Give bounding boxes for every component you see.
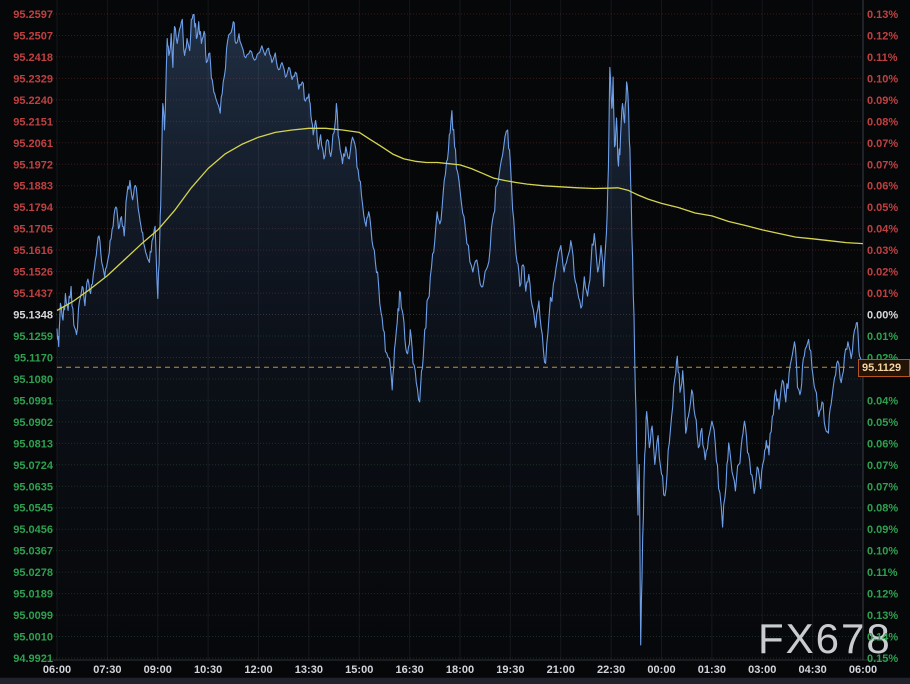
time-axis-label: 00:00 — [647, 664, 675, 676]
right-axis-label: 0.10% — [867, 546, 898, 558]
time-axis-label: 07:30 — [93, 664, 121, 676]
right-axis-label: 0.14% — [867, 632, 898, 644]
time-axis-label: 04:30 — [799, 664, 827, 676]
right-axis-label: 0.07% — [867, 138, 898, 150]
right-axis-label: 0.05% — [867, 417, 898, 429]
left-axis-label: 95.1705 — [13, 224, 53, 236]
left-axis-label: 94.9921 — [13, 653, 53, 665]
left-axis-label: 95.1080 — [13, 374, 53, 386]
price-area-fill — [57, 14, 863, 660]
bottom-bar — [0, 677, 910, 684]
time-axis-label: 16:30 — [396, 664, 424, 676]
left-axis-label: 95.0099 — [13, 610, 53, 622]
left-axis-label: 95.2418 — [13, 52, 53, 64]
right-axis-label: 0.13% — [867, 610, 898, 622]
time-axis: 06:00 07:30 09:00 10:30 12:00 13:30 15:00 16:30… — [43, 664, 877, 676]
right-axis-label: 0.00% — [867, 310, 898, 322]
left-axis-label: 95.1348 — [13, 310, 53, 322]
left-axis-label: 95.2329 — [13, 73, 53, 85]
time-axis-label: 19:30 — [496, 664, 524, 676]
moving-average-line — [56, 127, 864, 312]
watermark: FX678 — [758, 615, 892, 662]
right-axis-label: 0.09% — [867, 524, 898, 536]
right-axis-label: 0.07% — [867, 460, 898, 472]
right-axis-label: 0.01% — [867, 288, 898, 300]
left-axis-label: 95.2151 — [13, 116, 53, 128]
right-axis-label: 0.06% — [867, 438, 898, 450]
time-axis-label: 12:00 — [244, 664, 272, 676]
left-axis-label: 95.0635 — [13, 481, 53, 493]
right-axis-label: 0.12% — [867, 589, 898, 601]
left-axis-label: 95.1437 — [13, 288, 53, 300]
right-axis-label: 0.13% — [867, 9, 898, 21]
left-axis-label: 95.1883 — [13, 181, 53, 193]
left-axis: 95.2597 95.2507 95.2418 95.2329 95.2240 95.21… — [13, 9, 54, 665]
right-axis-label: 0.08% — [867, 503, 898, 515]
left-axis-label: 95.0367 — [13, 546, 53, 558]
left-axis-label: 95.0189 — [13, 589, 53, 601]
time-axis-label: 15:00 — [345, 664, 373, 676]
right-axis-label: 0.04% — [867, 395, 898, 407]
right-axis: 0.13% 0.12% 0.11% 0.10% 0.09% 0.08% 0.07% 0.07%… — [867, 9, 898, 665]
left-axis-label: 95.1972 — [13, 159, 53, 171]
time-axis-label: 22:30 — [597, 664, 625, 676]
last-price-tag: 95.1129 — [858, 359, 910, 377]
right-axis-label: 0.02% — [867, 267, 898, 279]
right-axis-label: 0.01% — [867, 331, 898, 343]
time-axis-label: 21:00 — [547, 664, 575, 676]
right-axis-label: 0.15% — [867, 653, 898, 665]
left-axis-label: 95.2597 — [13, 9, 53, 21]
left-axis-label: 95.1616 — [13, 245, 53, 257]
right-axis-label: 0.11% — [867, 52, 898, 64]
time-axis-label: 06:00 — [43, 664, 71, 676]
left-axis-label: 95.0813 — [13, 438, 53, 450]
time-axis-label: 13:30 — [295, 664, 323, 676]
right-axis-label: 0.10% — [867, 73, 898, 85]
left-axis-label: 95.2240 — [13, 95, 53, 107]
right-axis-label: 0.11% — [867, 567, 898, 579]
right-axis-label: 0.07% — [867, 481, 898, 493]
left-axis-label: 95.2507 — [13, 30, 53, 42]
time-axis-label: 18:00 — [446, 664, 474, 676]
time-axis-label: 10:30 — [194, 664, 222, 676]
right-axis-label: 0.12% — [867, 30, 898, 42]
time-axis-label: 09:00 — [144, 664, 172, 676]
time-axis-label: 01:30 — [698, 664, 726, 676]
left-axis-label: 95.1526 — [13, 267, 53, 279]
left-axis-label: 95.1794 — [13, 202, 54, 214]
time-axis-label: 03:00 — [748, 664, 776, 676]
left-axis-label: 95.1170 — [14, 352, 53, 364]
left-axis-label: 95.2061 — [13, 138, 53, 150]
right-axis-label: 0.06% — [867, 181, 898, 193]
left-axis-label: 95.0456 — [13, 524, 53, 536]
time-axis-label: 06:00 — [849, 664, 877, 676]
left-axis-label: 95.0902 — [13, 417, 53, 429]
left-axis-label: 95.0010 — [13, 632, 53, 644]
right-axis-label: 0.08% — [867, 116, 898, 128]
price-line-series — [56, 13, 864, 646]
right-axis-label: 0.07% — [867, 159, 898, 171]
left-axis-label: 95.0724 — [13, 460, 54, 472]
right-axis-label: 0.04% — [867, 224, 898, 236]
left-axis-label: 95.0545 — [13, 503, 53, 515]
left-axis-label: 95.1259 — [13, 331, 53, 343]
right-axis-label: 0.03% — [867, 245, 898, 257]
right-axis-label: 0.09% — [867, 95, 898, 107]
left-axis-label: 95.0991 — [13, 395, 53, 407]
right-axis-label: 0.05% — [867, 202, 898, 214]
left-axis-label: 95.0278 — [13, 567, 53, 579]
